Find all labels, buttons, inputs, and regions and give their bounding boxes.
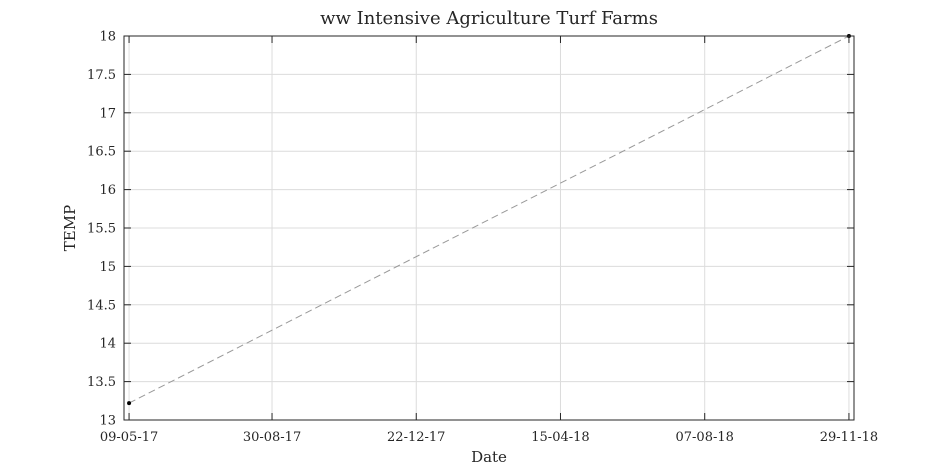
chart-title: ww Intensive Agriculture Turf Farms <box>320 8 658 29</box>
y-tick-label: 18 <box>99 30 116 45</box>
x-axis-label: Date <box>471 448 507 466</box>
y-tick-label: 17.5 <box>87 68 116 83</box>
y-tick-label: 15.5 <box>87 222 116 237</box>
y-tick-label: 14.5 <box>87 298 116 313</box>
y-axis-label: TEMP <box>61 205 79 251</box>
x-tick-label: 22-12-17 <box>387 430 445 445</box>
axis-ticks <box>124 35 854 421</box>
series-line <box>128 35 850 404</box>
x-tick-label: 15-04-18 <box>531 430 589 445</box>
grid <box>124 35 854 421</box>
x-tick-label: 07-08-18 <box>675 430 733 445</box>
data-point <box>127 401 132 406</box>
x-tick-label: 30-08-17 <box>243 430 301 445</box>
y-tick-label: 17 <box>99 106 116 121</box>
y-tick-label: 14 <box>99 337 116 352</box>
y-tick-label: 16 <box>99 183 116 198</box>
y-tick-label: 16.5 <box>87 145 116 160</box>
x-axis-tick-labels: 09-05-17 30-08-17 22-12-17 15-04-18 07-08-18… <box>100 430 878 445</box>
x-tick-label: 09-05-17 <box>100 430 158 445</box>
y-tick-label: 15 <box>99 260 116 275</box>
series-layer <box>127 34 851 406</box>
y-tick-label: 13.5 <box>87 375 116 390</box>
y-tick-label: 13 <box>99 414 116 429</box>
y-axis-tick-labels: 13 13.5 14 14.5 15 15.5 16 16.5 17 17.5 18 <box>87 30 116 429</box>
x-tick-label: 29-11-18 <box>820 430 878 445</box>
